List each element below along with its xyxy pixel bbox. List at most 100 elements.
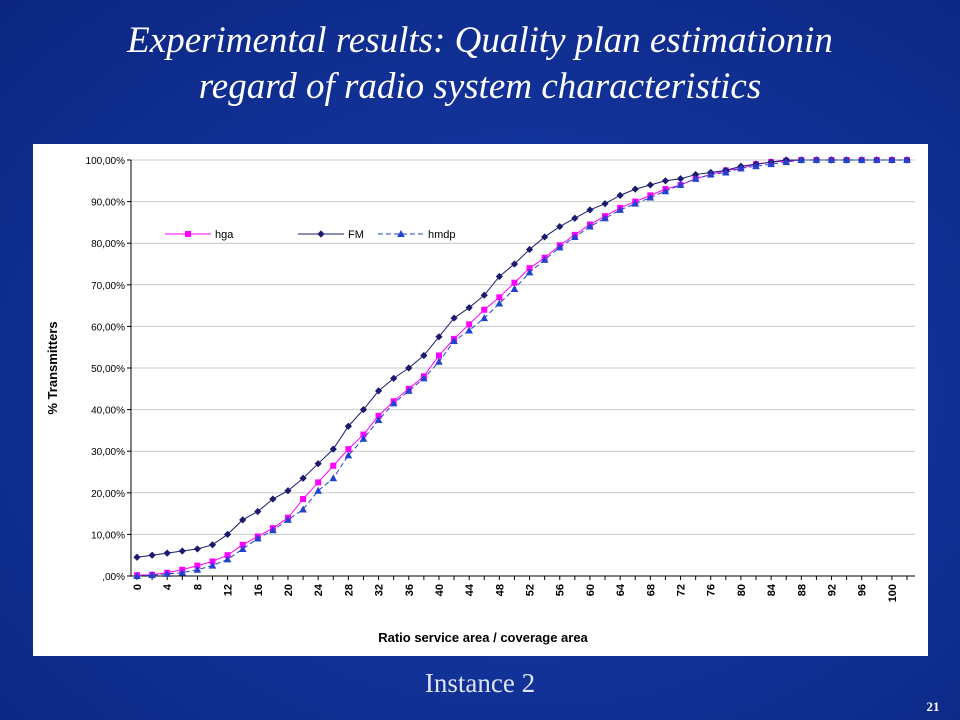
line-chart: ,00% 10,00% 20,00% 30,00% 40,00% 50,00% 60,00%… <box>45 156 915 645</box>
x-tick-label: 80 <box>736 584 748 596</box>
data-point-hmdp <box>873 156 881 163</box>
data-point-fm <box>586 206 594 214</box>
x-tick-label: 12 <box>223 584 235 596</box>
x-tick-label: 92 <box>827 584 839 596</box>
data-point-hmdp <box>842 156 851 163</box>
legend-label-hmdp: hmdp <box>428 229 456 241</box>
data-point-hmdp <box>163 569 171 577</box>
x-tick-label: 40 <box>434 584 446 596</box>
data-point-fm <box>601 200 609 208</box>
data-point-hmdp <box>193 565 202 573</box>
y-tick-label: 20,00% <box>91 489 125 500</box>
data-point-hmdp <box>329 474 338 482</box>
data-point-fm <box>208 541 217 549</box>
y-tick-label: 100,00% <box>86 156 126 167</box>
data-point-fm <box>616 191 624 199</box>
data-point-hga <box>375 412 382 419</box>
data-point-hga <box>481 306 488 313</box>
data-point-hmdp <box>691 174 700 182</box>
data-point-hmdp <box>706 170 715 178</box>
data-point-hmdp <box>450 336 458 344</box>
data-point-fm <box>193 545 201 553</box>
data-point-fm <box>284 487 292 495</box>
data-point-fm <box>405 364 413 372</box>
y-tick-label: 50,00% <box>91 364 125 375</box>
y-tick-label: 10,00% <box>91 530 125 541</box>
data-point-hmdp <box>616 205 624 213</box>
y-tick-label: 80,00% <box>91 239 125 250</box>
x-tick-label: 44 <box>464 583 476 596</box>
data-point-fm <box>359 406 368 414</box>
data-point-fm <box>465 304 473 312</box>
data-point-hmdp <box>495 299 504 307</box>
data-point-hmdp <box>631 199 640 207</box>
x-tick-label: 8 <box>192 584 204 590</box>
data-point-hmdp <box>752 162 760 170</box>
data-point-hmdp <box>586 222 594 230</box>
legend-label-fm: FM <box>348 229 364 241</box>
data-point-hga <box>345 446 352 453</box>
data-point-hmdp <box>646 193 655 201</box>
x-tick-label: 76 <box>706 584 718 596</box>
y-tick-label: 40,00% <box>91 406 125 417</box>
x-tick-label: 32 <box>374 584 386 596</box>
data-point-fm <box>495 272 503 281</box>
data-point-hmdp <box>269 526 277 534</box>
x-tick-label: 64 <box>615 583 627 596</box>
data-point-hga <box>209 558 216 565</box>
data-point-hmdp <box>404 386 413 394</box>
page-number: 21 <box>926 699 940 714</box>
data-point-fm <box>133 553 141 561</box>
data-point-hmdp <box>857 156 866 163</box>
data-point-hmdp <box>359 434 368 442</box>
x-tick-label: 72 <box>676 584 688 596</box>
chart-panel: ,00% 10,00% 20,00% 30,00% 40,00% 50,00% 60,00%… <box>33 144 928 656</box>
data-point-hga <box>194 562 201 569</box>
data-point-hmdp <box>676 180 685 188</box>
series-line-fm <box>136 159 907 558</box>
slide-caption: Instance 2 <box>424 668 536 698</box>
data-point-hmdp <box>299 505 307 513</box>
data-point-hmdp <box>435 357 443 365</box>
data-point-hmdp <box>389 399 398 407</box>
data-point-hmdp <box>253 534 262 542</box>
x-tick-label: 0 <box>132 584 144 590</box>
data-point-fm <box>661 177 670 185</box>
data-point-hga <box>239 541 246 548</box>
data-point-hga <box>315 479 322 486</box>
data-point-hmdp <box>903 156 911 163</box>
data-point-hmdp <box>601 214 609 222</box>
data-point-fm <box>329 445 337 453</box>
data-point-fm <box>148 551 156 559</box>
data-point-hga <box>224 552 231 559</box>
x-tick-label: 28 <box>343 584 355 596</box>
data-point-hmdp <box>737 164 745 172</box>
x-tick-label: 96 <box>857 584 869 596</box>
data-point-hga <box>300 496 307 503</box>
slide-title-line-1: Experimental results: Quality plan estim… <box>127 20 833 61</box>
x-tick-label: 4 <box>162 583 174 590</box>
y-tick-label: 90,00% <box>91 198 125 209</box>
data-point-hmdp <box>722 168 730 176</box>
x-tick-label: 56 <box>555 584 567 596</box>
legend-marker-hga <box>185 231 191 237</box>
data-point-fm <box>374 387 383 395</box>
data-point-hmdp <box>148 571 156 579</box>
legend-marker-fm <box>317 230 325 238</box>
data-point-hga <box>466 321 473 328</box>
data-point-fm <box>480 291 488 299</box>
data-point-hmdp <box>223 555 232 563</box>
data-point-fm <box>314 460 322 468</box>
data-point-fm <box>676 175 685 183</box>
data-point-fm <box>556 222 564 231</box>
data-point-hga <box>511 279 518 286</box>
data-point-fm <box>435 333 443 341</box>
x-tick-label: 20 <box>283 584 295 596</box>
x-tick-label: 24 <box>313 583 325 596</box>
data-point-fm <box>646 181 654 189</box>
data-point-hmdp <box>767 160 775 168</box>
x-axis-label: Ratio service area / coverage area <box>378 630 588 645</box>
data-point-hmdp <box>782 158 791 166</box>
data-point-hmdp <box>525 268 534 276</box>
legend-marker-hmdp <box>397 230 405 237</box>
